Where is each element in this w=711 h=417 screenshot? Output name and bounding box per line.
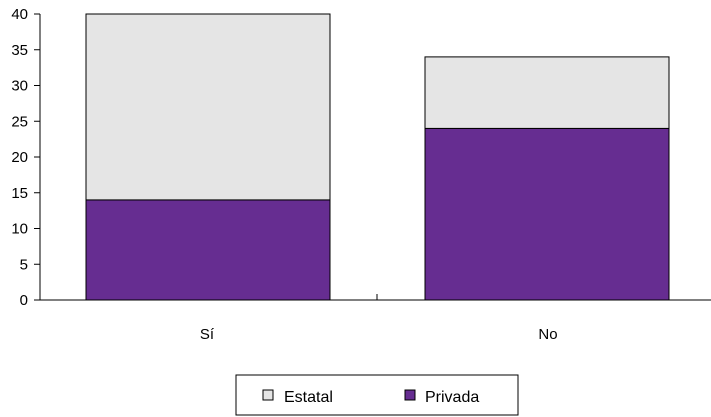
bars	[85, 13, 670, 301]
y-tick-label-0: 0	[20, 292, 28, 309]
x-tick-label-1: No	[538, 326, 557, 343]
y-tick-label-8: 40	[11, 6, 28, 23]
bar-privada-0	[85, 199, 331, 301]
x-tick-label-0: Sí	[200, 326, 215, 343]
bar-estatal-0	[85, 13, 331, 201]
legend-label-privada: Privada	[425, 389, 479, 406]
bar-estatal-1	[424, 56, 670, 129]
legend-swatch-estatal	[262, 389, 274, 401]
legend-label-estatal: Estatal	[284, 389, 333, 406]
y-tick-label-7: 35	[11, 42, 28, 59]
y-tick-label-3: 15	[11, 185, 28, 202]
y-tick-label-6: 30	[11, 78, 28, 95]
legend-frame	[235, 374, 519, 416]
y-axis-ticks: 0 5 10 15 20 25 30 35 40	[11, 6, 40, 309]
y-tick-label-4: 20	[11, 149, 28, 166]
y-tick-label-1: 5	[20, 256, 28, 273]
legend: Estatal Privada	[235, 374, 519, 416]
y-tick-label-2: 10	[11, 221, 28, 238]
y-tick-label-5: 25	[11, 113, 28, 130]
x-axis-category-labels: Sí No	[200, 326, 558, 343]
legend-swatch-privada	[404, 389, 416, 401]
bar-privada-1	[424, 127, 670, 301]
